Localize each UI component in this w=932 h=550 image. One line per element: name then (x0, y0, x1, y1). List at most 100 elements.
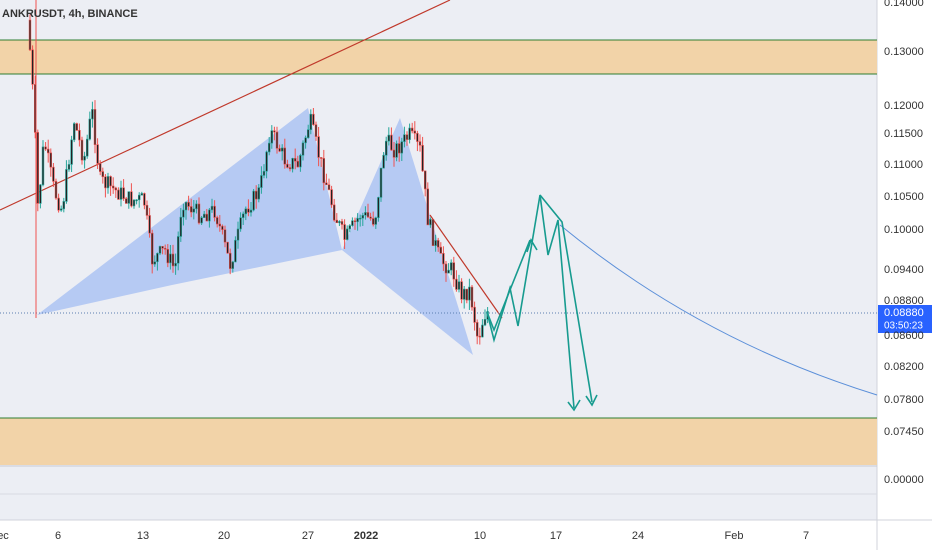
candle-body (351, 220, 354, 226)
candle-body (78, 130, 81, 141)
time-label: 13 (137, 530, 149, 542)
price-label: 0.08600 (884, 330, 924, 342)
candle-body (44, 146, 47, 150)
candle-body (403, 134, 406, 142)
candle-body (340, 221, 344, 225)
candle-body (234, 239, 237, 263)
candle-body (442, 253, 445, 265)
candle-body (395, 143, 398, 158)
candle-body (270, 130, 273, 144)
candle-body (192, 208, 195, 213)
candle-body (242, 213, 245, 218)
trendline (429, 214, 503, 319)
candle-body (252, 190, 255, 211)
time-axis-background (0, 520, 877, 550)
symbol-title: ANKRUSDT, 4h, BINANCE (2, 8, 138, 20)
candle-body (299, 155, 302, 168)
projection-arrows (486, 194, 598, 412)
price-axis-background (877, 0, 932, 550)
candle-body (317, 136, 320, 158)
candle-body (392, 149, 396, 158)
candle-body (156, 253, 159, 263)
candle-body (364, 212, 367, 216)
price-label: 0.10000 (884, 224, 924, 236)
arrow-head (567, 399, 581, 412)
candle-body (462, 288, 466, 300)
candle-body (416, 132, 419, 142)
candle-body (62, 201, 66, 210)
candle-body (109, 176, 112, 187)
candle-body (182, 209, 185, 218)
price-label: 0.00000 (884, 474, 924, 486)
candle-body (314, 124, 318, 137)
projection-curve (559, 224, 878, 396)
candle-body (296, 160, 299, 168)
candle-body (265, 151, 268, 172)
price-label: 0.09400 (884, 264, 924, 276)
candle-body (483, 319, 487, 326)
price-label: 0.07800 (884, 394, 924, 406)
candle-body (449, 262, 453, 271)
candle-body (114, 187, 118, 191)
candle-body (470, 286, 474, 308)
candle-body (431, 219, 435, 246)
time-label: 2022 (354, 530, 378, 542)
candle-body (397, 143, 401, 154)
candle-body (382, 154, 385, 169)
candle-body (293, 158, 297, 162)
candle-body (278, 148, 281, 152)
trendline (0, 0, 451, 211)
candle-body (481, 324, 484, 338)
candle-body (177, 236, 180, 264)
candle-body (75, 123, 79, 131)
candle-body (143, 193, 146, 206)
candle-body (88, 118, 92, 140)
candle-body (70, 139, 73, 165)
candle-body (301, 142, 305, 156)
candle-body (319, 157, 323, 159)
candle-body (345, 228, 349, 240)
candle-body (49, 152, 53, 168)
candle-body (101, 171, 105, 178)
arrow-head (526, 238, 538, 253)
time-label: 6 (55, 530, 61, 542)
candle-body (31, 49, 34, 85)
candle-body (273, 130, 276, 133)
candle-body (65, 169, 68, 202)
candle-body (59, 208, 63, 211)
candle-body (197, 203, 201, 224)
candle-body (221, 225, 224, 230)
candle-body (465, 288, 468, 301)
candle-body (421, 145, 424, 172)
candle-body (140, 193, 143, 196)
price-label: 0.11500 (884, 128, 923, 140)
time-label: 17 (550, 530, 562, 542)
candle-body (455, 278, 458, 290)
candle-body (309, 113, 312, 130)
candle-body (434, 240, 437, 246)
price-label: 0.13000 (884, 46, 924, 58)
candle-body (39, 184, 42, 204)
candle-body (473, 306, 476, 323)
harmonic-bcd (342, 118, 473, 355)
time-label: 20 (218, 530, 230, 542)
candle-body (275, 131, 279, 149)
candle-body (179, 216, 182, 237)
resistance-zone (0, 40, 877, 74)
price-label: 0.08200 (884, 361, 924, 373)
time-label: 24 (632, 530, 644, 542)
candle-body (400, 141, 403, 154)
candle-body (332, 204, 336, 221)
candle-body (132, 199, 136, 207)
candle-body (223, 229, 227, 243)
candle-body (348, 225, 351, 230)
candle-body (283, 147, 286, 165)
candle-body (148, 215, 151, 234)
candle-body (436, 240, 440, 248)
candle-body (36, 132, 40, 204)
candle-body (384, 140, 388, 156)
candle-body (127, 191, 131, 204)
candle-body (99, 163, 102, 172)
candle-body (91, 109, 94, 120)
